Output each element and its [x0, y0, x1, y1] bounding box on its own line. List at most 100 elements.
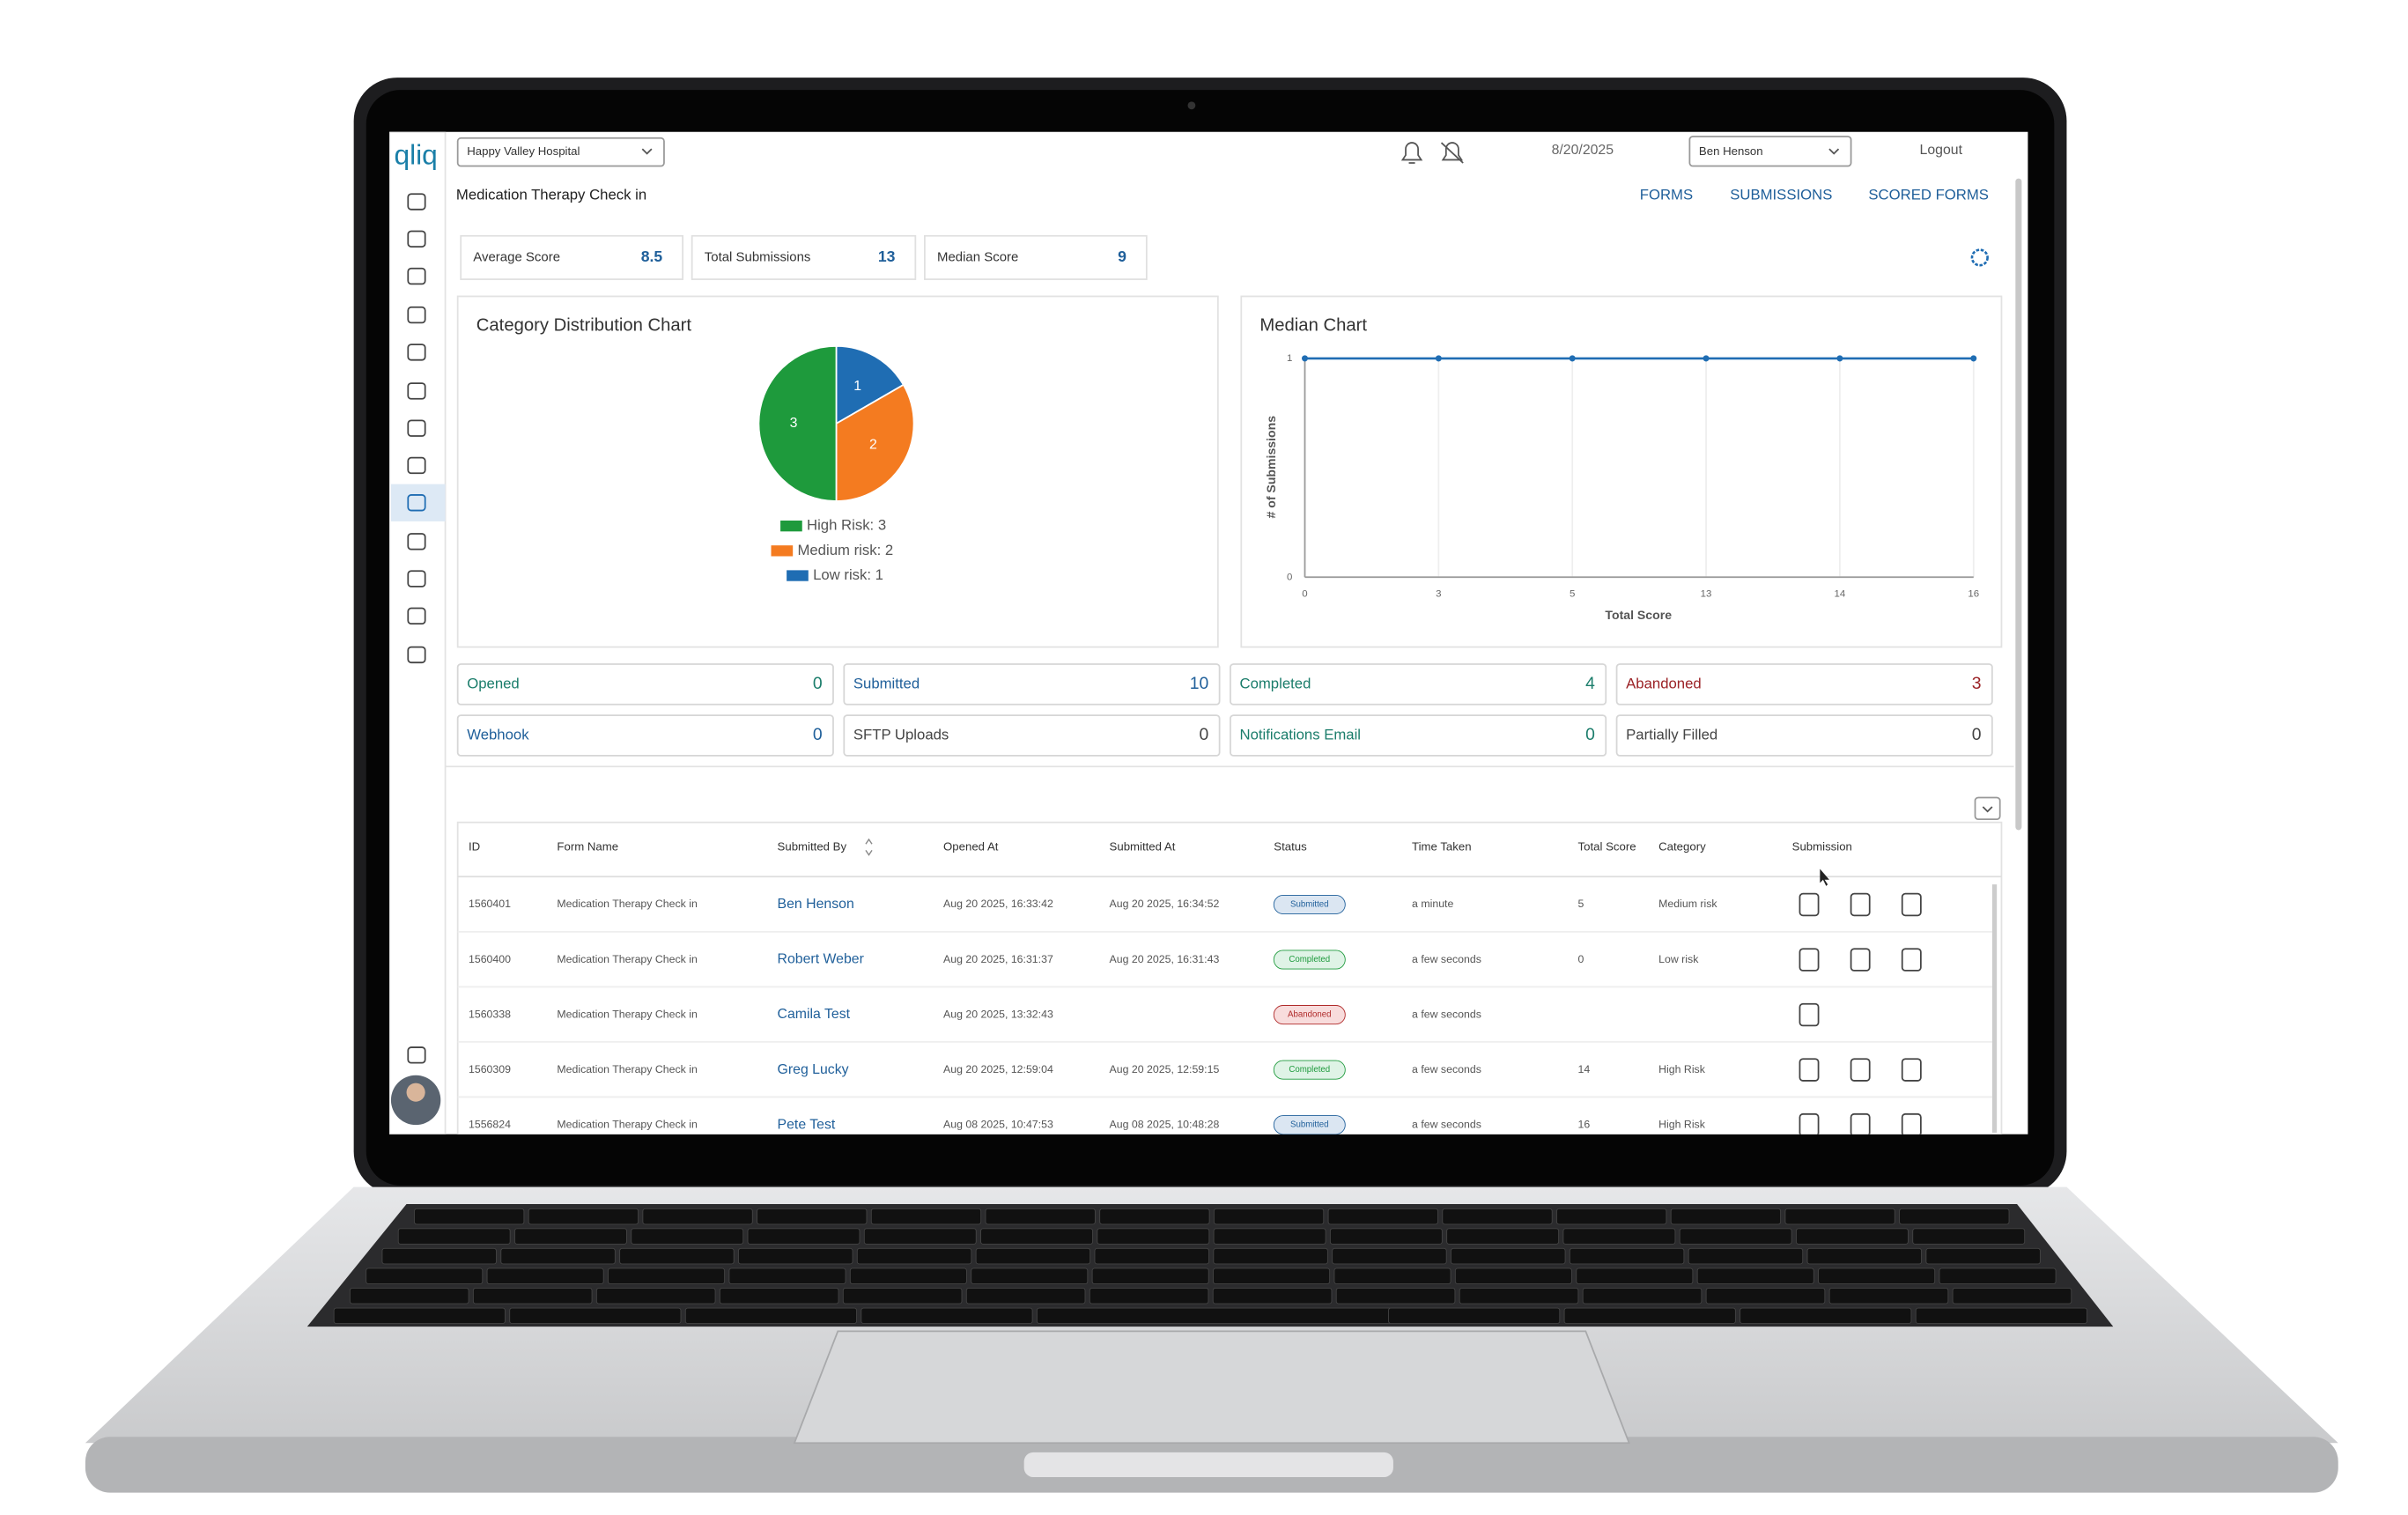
key: [849, 1267, 967, 1284]
key: [1094, 1247, 1209, 1265]
key: [863, 1228, 977, 1245]
submission-icon[interactable]: [1901, 1058, 1922, 1082]
counter-value: 0: [1972, 725, 1982, 744]
nav-icon[interactable]: [407, 494, 426, 512]
nav-link[interactable]: SCORED FORMS: [1868, 186, 1989, 203]
hospital-name: Happy Valley Hospital: [467, 144, 580, 158]
key: [975, 1247, 1091, 1265]
y-axis-label: # of Submissions: [1264, 416, 1278, 519]
scrollbar[interactable]: [2015, 178, 2022, 831]
counter-box: [843, 714, 1221, 757]
table-scrollbar[interactable]: [1991, 884, 1998, 1133]
cell: a few seconds: [1412, 1008, 1481, 1020]
submitter-link[interactable]: Ben Henson: [778, 897, 854, 912]
hospital-select[interactable]: [456, 137, 665, 167]
key: [472, 1288, 593, 1304]
collapse-button[interactable]: [1974, 796, 2001, 820]
nav-icon[interactable]: [407, 533, 426, 551]
cell: 1560338: [469, 1008, 511, 1020]
user-name: Ben Henson: [1699, 144, 1763, 158]
key: [1327, 1208, 1438, 1225]
counter-label: Abandoned: [1626, 675, 1702, 691]
nav-link[interactable]: FORMS: [1640, 186, 1693, 203]
key: [608, 1267, 726, 1284]
submission-icon[interactable]: [1799, 1002, 1820, 1027]
key: [1939, 1267, 2057, 1284]
nav-icon[interactable]: [407, 193, 426, 211]
key: [414, 1208, 525, 1225]
key: [1446, 1228, 1560, 1245]
nav-icon[interactable]: [407, 344, 426, 361]
key: [965, 1288, 1086, 1304]
chart-title: Category Distribution Chart: [476, 315, 692, 335]
nav-icon[interactable]: [407, 419, 426, 437]
cell: a minute: [1412, 898, 1453, 910]
stat-label: Average Score: [473, 249, 560, 264]
sort-icon[interactable]: [865, 838, 873, 856]
pie-slice: [835, 344, 905, 425]
counter-value: 0: [1200, 725, 1209, 744]
key: [719, 1288, 839, 1304]
key: [397, 1228, 511, 1245]
pie-label: 1: [853, 379, 861, 394]
stat-box: [924, 234, 1148, 280]
submission-icon[interactable]: [1799, 948, 1820, 972]
status-pill: [1273, 950, 1346, 970]
counter-label: Completed: [1240, 675, 1311, 691]
trackpad: [793, 1330, 1630, 1445]
key: [595, 1288, 716, 1304]
column-header[interactable]: Submitted By: [778, 839, 847, 853]
column-header: Submission: [1792, 839, 1852, 853]
submission-icon[interactable]: [1850, 948, 1871, 972]
submitter-link[interactable]: Robert Weber: [778, 952, 865, 967]
nav-icon[interactable]: [407, 607, 426, 625]
key: [1563, 1307, 1736, 1325]
cell: Aug 20 2025, 16:31:43: [1110, 953, 1220, 965]
submission-icon[interactable]: [1901, 892, 1922, 917]
bell-icon[interactable]: [1400, 142, 1423, 164]
submission-icon[interactable]: [1799, 892, 1820, 917]
nav-icon[interactable]: [407, 382, 426, 400]
submitter-link[interactable]: Greg Lucky: [778, 1062, 849, 1077]
submission-icon[interactable]: [1850, 892, 1871, 917]
submitter-link[interactable]: Camila Test: [778, 1007, 851, 1022]
column-header: Form Name: [557, 839, 618, 853]
key: [528, 1208, 639, 1225]
legend-swatch: [787, 570, 809, 581]
nav-icon[interactable]: [407, 646, 426, 664]
key: [1806, 1247, 1923, 1265]
logo: qliq: [394, 138, 437, 170]
nav-icon[interactable]: [407, 230, 426, 248]
submission-icon[interactable]: [1901, 948, 1922, 972]
settings-icon[interactable]: [1970, 248, 1989, 267]
key: [1213, 1247, 1328, 1265]
submission-icon[interactable]: [1850, 1058, 1871, 1082]
status-text: Abandoned: [1288, 1010, 1331, 1020]
cell: High Risk: [1658, 1118, 1706, 1130]
logout[interactable]: Logout: [1920, 143, 1963, 158]
submission-icon[interactable]: [1850, 1112, 1871, 1136]
cell: Aug 08 2025, 10:47:53: [943, 1118, 1053, 1130]
nav-icon[interactable]: [407, 456, 426, 475]
mute-icon[interactable]: [1440, 142, 1464, 164]
key: [842, 1288, 963, 1304]
nav-icon[interactable]: [407, 570, 426, 588]
nav-icon[interactable]: [407, 267, 426, 285]
key: [1899, 1208, 2010, 1225]
status-pill: [1273, 894, 1346, 915]
key: [971, 1267, 1089, 1284]
submitter-link[interactable]: Pete Test: [778, 1117, 836, 1132]
avatar-face: [406, 1083, 425, 1102]
page-title: Medication Therapy Check in: [456, 186, 646, 203]
submission-icon[interactable]: [1799, 1058, 1820, 1082]
nav-link[interactable]: SUBMISSIONS: [1730, 186, 1832, 203]
nav-icon[interactable]: [407, 306, 426, 324]
cell: a few seconds: [1412, 1063, 1481, 1075]
nav-icon[interactable]: [407, 1046, 426, 1064]
cell: a few seconds: [1412, 953, 1481, 965]
submission-icon[interactable]: [1901, 1112, 1922, 1136]
submission-icon[interactable]: [1799, 1112, 1820, 1136]
user-select[interactable]: [1688, 136, 1852, 167]
stat-label: Total Submissions: [705, 249, 811, 264]
column-header: Total Score: [1578, 839, 1636, 853]
